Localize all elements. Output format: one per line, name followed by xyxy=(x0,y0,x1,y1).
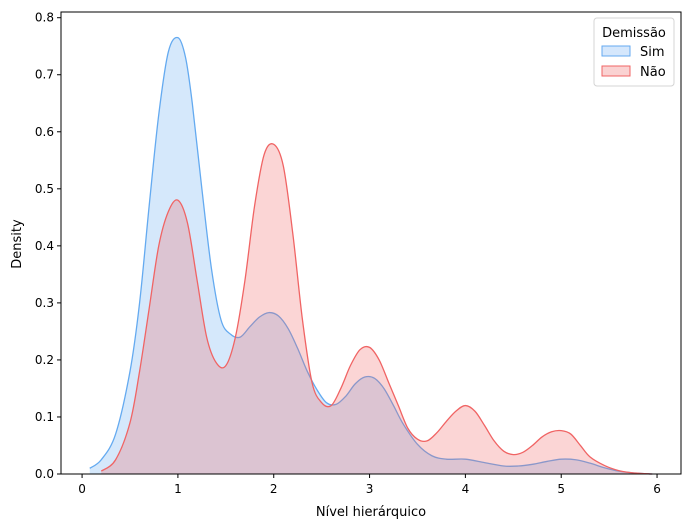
x-tick-label: 0 xyxy=(78,482,86,496)
axes-frame xyxy=(60,11,682,475)
plot-area xyxy=(89,36,653,475)
y-tick-label: 0.8 xyxy=(35,11,54,25)
y-tick-label: 0.6 xyxy=(35,125,54,139)
y-tick-label: 0.1 xyxy=(35,410,54,424)
x-tick-label: 1 xyxy=(174,482,182,496)
y-axis-label: Density xyxy=(10,219,25,269)
y-tick-label: 0.4 xyxy=(35,239,54,253)
series-line-sim xyxy=(89,36,653,475)
legend-swatch-nao xyxy=(601,65,631,77)
legend-title: Demissão xyxy=(602,26,666,41)
x-tick-label: 6 xyxy=(653,482,661,496)
y-tick-label: 0.2 xyxy=(35,353,54,367)
legend-swatch-sim xyxy=(601,45,631,57)
legend: Demissão Sim Não xyxy=(593,17,675,87)
series-line-nao xyxy=(100,143,653,475)
x-tick-label: 2 xyxy=(270,482,278,496)
y-tick-label: 0.7 xyxy=(35,68,54,82)
x-tick-label: 4 xyxy=(462,482,470,496)
x-tick-label: 3 xyxy=(366,482,374,496)
legend-label-nao: Não xyxy=(640,65,666,80)
series-area-nao xyxy=(101,143,653,474)
x-axis-label: Nível hierárquico xyxy=(316,505,426,520)
y-tick-label: 0.3 xyxy=(35,296,54,310)
x-tick-label: 5 xyxy=(557,482,565,496)
legend-items: Sim Não xyxy=(601,45,666,80)
y-tick-label: 0.5 xyxy=(35,182,54,196)
y-tick-label: 0.0 xyxy=(35,467,54,481)
axes: 0 1 2 3 4 5 6 0.0 0.1 0.2 0.3 0.4 0.5 0.6 0.7 0.8 xyxy=(35,11,682,496)
series-area-sim xyxy=(89,37,653,474)
legend-label-sim: Sim xyxy=(640,45,665,60)
